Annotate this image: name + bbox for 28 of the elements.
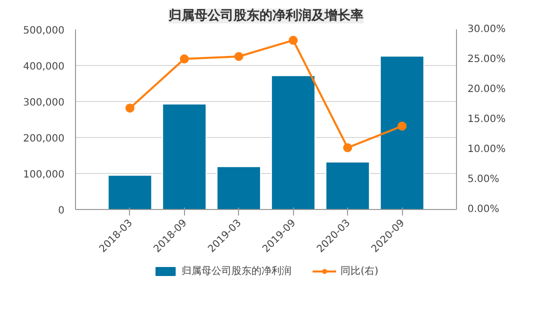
point <box>234 52 244 61</box>
bar <box>270 75 316 210</box>
y2-tick-label: 10.00% <box>468 144 506 155</box>
y-tick-label: 400,000 <box>23 62 65 72</box>
point <box>343 143 352 152</box>
y-tick-label: 500,000 <box>23 26 65 36</box>
y-tick-label: 0 <box>58 206 65 216</box>
point <box>288 36 298 45</box>
legend-label: 同比(右) <box>340 264 378 278</box>
bar <box>108 174 152 210</box>
y2-tick-label: 15.00% <box>468 114 506 125</box>
bar <box>380 56 424 210</box>
point <box>398 122 407 131</box>
y2-tick-label: 25.00% <box>468 54 506 65</box>
y-tick-label: 200,000 <box>23 134 65 144</box>
y-tick-label: 300,000 <box>23 98 65 108</box>
y2-tick-label: 30.00% <box>468 24 506 35</box>
point <box>180 54 189 64</box>
y-tick-label: 100,000 <box>23 170 65 180</box>
bar <box>325 161 370 210</box>
y2-tick-label: 5.00% <box>468 174 500 185</box>
y2-tick-label: 0.00% <box>468 204 500 215</box>
legend-label: 归属母公司股东的净利润 <box>182 264 292 278</box>
bar <box>162 104 207 210</box>
chart-title: 归属母公司股东的净利润及增长率 <box>168 8 364 24</box>
y2-tick-label: 20.00% <box>468 84 506 95</box>
bar <box>216 166 262 210</box>
point <box>125 104 134 113</box>
